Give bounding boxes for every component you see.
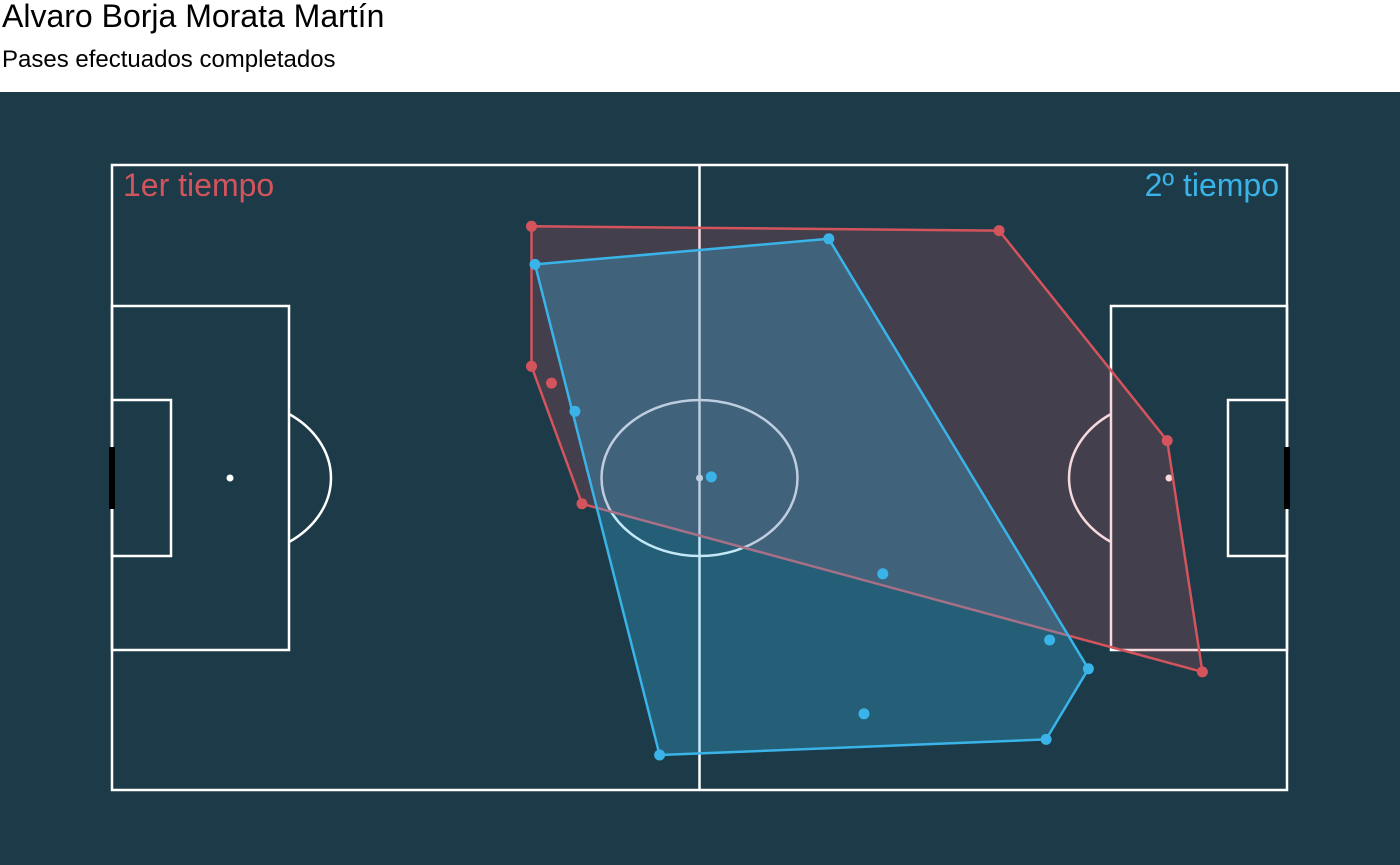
left-goal [109, 447, 115, 509]
series-1-point-1 [526, 220, 537, 232]
series-1-point-6 [526, 360, 537, 372]
left-penalty-arc [288, 412, 333, 544]
series-1-point-3 [1161, 435, 1173, 447]
series-2-point-10 [858, 708, 870, 720]
series-2-point-8 [877, 568, 889, 580]
pitch-svg: 1er tiempo 2º tiempo [0, 92, 1400, 865]
series-1-point-4 [1196, 666, 1208, 678]
series-1-point-2 [993, 225, 1005, 237]
pitch-panel: 1er tiempo 2º tiempo [0, 92, 1400, 865]
second-half-label: 2º tiempo [1145, 167, 1279, 203]
right-goal [1284, 447, 1290, 509]
series-2-point-9 [1044, 634, 1056, 646]
chart-header: Alvaro Borja Morata Martín Pases efectua… [0, 0, 1400, 92]
series-2-point-4 [1040, 733, 1052, 745]
right-penalty-spot [1165, 474, 1173, 482]
left-penalty-spot [226, 474, 234, 482]
series-1-point-7 [546, 377, 557, 389]
series-2-point-3 [1082, 663, 1094, 675]
series-2-group [529, 233, 1094, 761]
chart-title: Alvaro Borja Morata Martín [2, 0, 385, 34]
center-spot [696, 474, 703, 482]
series-2-point-7 [705, 471, 717, 483]
series-2-point-2 [823, 233, 835, 245]
first-half-label: 1er tiempo [123, 167, 274, 203]
series-1-point-5 [576, 498, 588, 510]
right-penalty-arc [1067, 412, 1112, 544]
chart-subtitle: Pases efectuados completados [2, 46, 336, 73]
series-2-hull [533, 237, 1090, 757]
series-2-point-5 [654, 749, 666, 761]
series-2-point-1 [529, 258, 541, 270]
pass-data-layer [526, 220, 1208, 761]
center-circle [600, 398, 799, 558]
series-2-point-6 [569, 405, 581, 417]
series-1-group [526, 220, 1208, 678]
